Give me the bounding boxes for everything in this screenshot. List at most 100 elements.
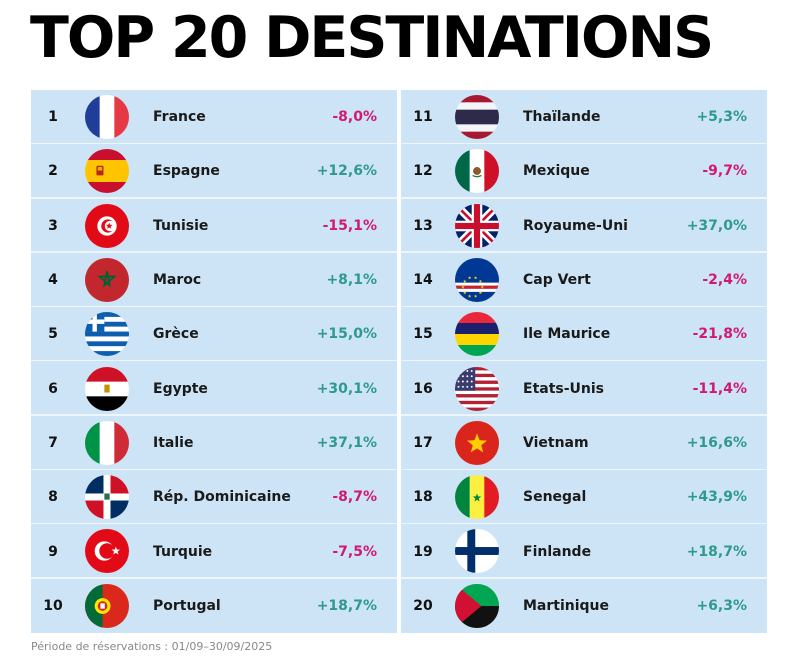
table-column-right: 11 Thaïlande +5,3% 12 Mexique -9,7% 13 Royaume-…	[401, 90, 767, 633]
mauritius-flag	[455, 312, 499, 357]
row-divider	[31, 142, 397, 145]
table-row: 13 Royaume-Uni +37,0%	[401, 199, 767, 253]
row-divider	[401, 522, 767, 525]
change-percent: -15,1%	[322, 217, 377, 234]
footnote: Période de réservations : 01/09–30/09/20…	[31, 640, 273, 653]
rank-label: 14	[413, 272, 433, 289]
table-row: 12 Mexique -9,7%	[401, 144, 767, 199]
thailand-flag	[455, 95, 499, 139]
page-title: TOP 20 DESTINATIONS	[30, 5, 714, 71]
spain-flag	[85, 149, 129, 194]
usa-flag	[455, 366, 499, 411]
country-name: Martinique	[523, 597, 610, 614]
tunisia-flag	[85, 203, 129, 248]
country-name: Italie	[153, 434, 194, 451]
change-percent: +12,6%	[316, 163, 377, 180]
france-flag	[85, 95, 129, 139]
rank-label: 17	[413, 434, 433, 451]
italy-flag	[85, 420, 129, 465]
row-divider	[31, 414, 397, 416]
country-name: Turquie	[153, 543, 213, 560]
change-percent: +30,1%	[316, 380, 377, 397]
change-percent: -2,4%	[702, 272, 747, 289]
row-divider	[31, 251, 397, 253]
table-row: 8 Rép. Dominicaine -8,7%	[31, 470, 397, 525]
cape-verde-flag	[455, 257, 499, 302]
rank-label: 12	[413, 163, 433, 180]
table-row: 15 Ile Maurice -21,8%	[401, 307, 767, 362]
row-divider	[401, 577, 767, 579]
rank-label: 20	[413, 597, 433, 614]
change-percent: +37,0%	[686, 217, 747, 234]
greece-flag	[85, 312, 129, 357]
table-row: 16 Etats-Unis -11,4%	[401, 362, 767, 416]
row-divider	[401, 251, 767, 253]
row-divider	[31, 305, 397, 308]
rank-label: 13	[413, 217, 433, 234]
row-divider	[401, 197, 767, 199]
table-row: 10 Portugal +18,7%	[31, 579, 397, 633]
table-row: 7 Italie +37,1%	[31, 416, 397, 471]
country-name: Mexique	[523, 163, 590, 180]
table-column-left: 1 France -8,0% 2 Espagne +12,6% 3 Tunisie -15,1%…	[31, 90, 397, 633]
portugal-flag	[85, 583, 129, 628]
table-row: 1 France -8,0%	[31, 90, 397, 145]
table-row: 9 Turquie -7,5%	[31, 524, 397, 579]
rank-label: 7	[48, 434, 58, 451]
row-divider	[401, 359, 767, 362]
senegal-flag	[455, 475, 499, 520]
country-name: Egypte	[153, 380, 208, 397]
change-percent: +18,7%	[316, 597, 377, 614]
country-name: Grèce	[153, 326, 199, 343]
rank-label: 9	[48, 543, 58, 560]
rank-label: 1	[48, 109, 58, 126]
country-name: Tunisie	[153, 217, 209, 234]
dominican-republic-flag	[85, 475, 129, 520]
rank-label: 2	[48, 163, 58, 180]
row-divider	[31, 522, 397, 525]
change-percent: +6,3%	[696, 597, 747, 614]
row-divider	[401, 305, 767, 308]
change-percent: +8,1%	[326, 272, 377, 289]
table-row: 19 Finlande +18,7%	[401, 524, 767, 579]
row-divider	[401, 142, 767, 145]
change-percent: -7,5%	[332, 543, 377, 560]
table-row: 17 Vietnam +16,6%	[401, 416, 767, 471]
row-divider	[31, 468, 397, 471]
change-percent: +5,3%	[696, 109, 747, 126]
country-name: Portugal	[153, 597, 221, 614]
row-divider	[31, 359, 397, 362]
change-percent: -8,0%	[332, 109, 377, 126]
change-percent: -9,7%	[702, 163, 747, 180]
table-row: 6 Egypte +30,1%	[31, 362, 397, 416]
rank-label: 11	[413, 109, 433, 126]
rank-label: 10	[43, 597, 63, 614]
mexico-flag	[455, 149, 499, 194]
rank-label: 19	[413, 543, 433, 560]
change-percent: -11,4%	[692, 380, 747, 397]
table-row: 18 Senegal +43,9%	[401, 470, 767, 525]
morocco-flag	[85, 257, 129, 302]
country-name: Royaume-Uni	[523, 217, 628, 234]
rank-label: 5	[48, 326, 58, 343]
country-name: Ile Maurice	[523, 326, 611, 343]
change-percent: +16,6%	[686, 434, 747, 451]
change-percent: +37,1%	[316, 434, 377, 451]
rank-label: 8	[48, 489, 58, 506]
rank-label: 15	[413, 326, 433, 343]
row-divider	[401, 414, 767, 416]
change-percent: -8,7%	[332, 489, 377, 506]
rank-label: 4	[48, 272, 58, 289]
country-name: Rép. Dominicaine	[153, 489, 291, 506]
country-name: Espagne	[153, 163, 220, 180]
country-name: France	[153, 109, 206, 126]
table-row: 20 Martinique +6,3%	[401, 579, 767, 633]
vietnam-flag	[455, 420, 499, 465]
egypt-flag	[85, 366, 129, 411]
row-divider	[31, 197, 397, 199]
table-row: 4 Maroc +8,1%	[31, 253, 397, 308]
country-name: Senegal	[523, 489, 587, 506]
country-name: Finlande	[523, 543, 592, 560]
table-row: 3 Tunisie -15,1%	[31, 199, 397, 253]
table-row: 11 Thaïlande +5,3%	[401, 90, 767, 145]
